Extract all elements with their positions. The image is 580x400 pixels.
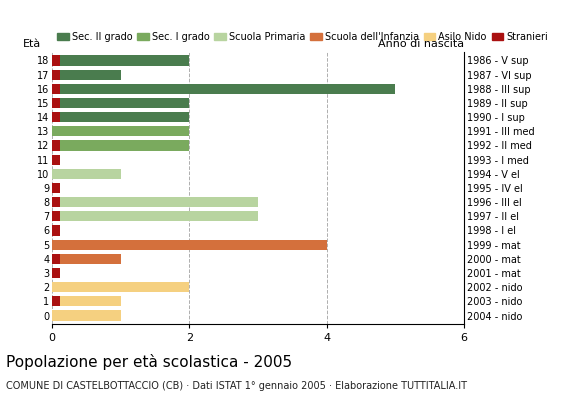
Bar: [52, 84, 396, 94]
Bar: [52, 211, 60, 222]
Bar: [52, 98, 60, 108]
Bar: [52, 197, 258, 207]
Text: Anno di nascita: Anno di nascita: [378, 39, 464, 49]
Bar: [52, 154, 60, 165]
Bar: [52, 296, 121, 306]
Bar: [52, 84, 60, 94]
Bar: [52, 112, 190, 122]
Bar: [52, 55, 190, 66]
Bar: [52, 310, 121, 320]
Bar: [52, 296, 60, 306]
Bar: [52, 55, 60, 66]
Bar: [52, 126, 190, 136]
Bar: [52, 268, 60, 278]
Bar: [52, 254, 121, 264]
Legend: Sec. II grado, Sec. I grado, Scuola Primaria, Scuola dell'Infanzia, Asilo Nido, : Sec. II grado, Sec. I grado, Scuola Prim…: [57, 32, 548, 42]
Bar: [52, 240, 327, 250]
Bar: [52, 70, 121, 80]
Bar: [52, 183, 60, 193]
Bar: [52, 140, 190, 150]
Text: COMUNE DI CASTELBOTTACCIO (CB) · Dati ISTAT 1° gennaio 2005 · Elaborazione TUTTI: COMUNE DI CASTELBOTTACCIO (CB) · Dati IS…: [6, 381, 467, 391]
Bar: [52, 169, 121, 179]
Bar: [52, 140, 60, 150]
Bar: [52, 70, 60, 80]
Bar: [52, 197, 60, 207]
Bar: [52, 282, 190, 292]
Bar: [52, 98, 190, 108]
Bar: [52, 211, 258, 222]
Text: Popolazione per età scolastica - 2005: Popolazione per età scolastica - 2005: [6, 354, 292, 370]
Bar: [52, 112, 60, 122]
Bar: [52, 254, 60, 264]
Bar: [52, 225, 60, 236]
Text: Età: Età: [23, 39, 42, 49]
